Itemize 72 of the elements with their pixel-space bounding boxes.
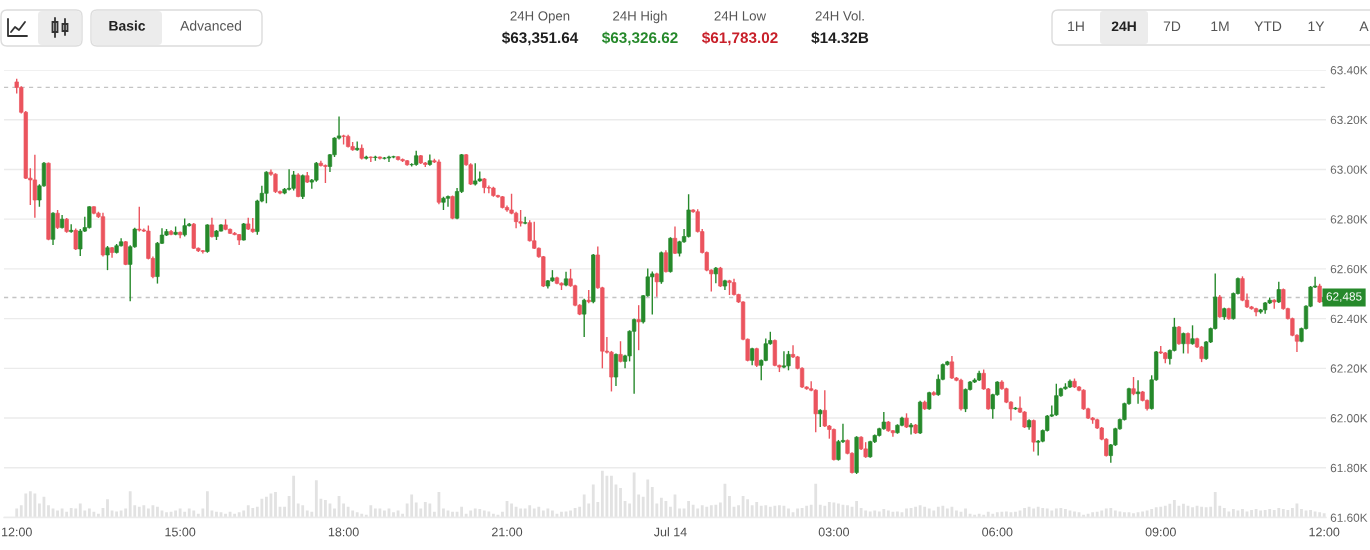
x-tick-label: 21:00 (492, 527, 523, 537)
candlestick (273, 172, 278, 194)
candlestick (1031, 418, 1036, 453)
candlestick (286, 168, 292, 192)
y-tick-label: 63.00K (1330, 165, 1368, 174)
y-tick-label: 61.60K (1330, 513, 1368, 522)
text: $61,783.02 (701, 31, 778, 46)
candlestick (209, 216, 215, 239)
candlestick (523, 215, 528, 225)
candlestick (69, 223, 74, 234)
x-tick-label: 03:00 (818, 527, 850, 537)
y-tick-label: 62.20K (1330, 364, 1368, 373)
ref-line-label: 62,485 (1326, 292, 1362, 303)
x-tick-label: 12:00 (2, 527, 32, 537)
candlestick (613, 352, 619, 387)
text: 24H Low (714, 11, 767, 21)
x-tick-label: 09:00 (1145, 527, 1176, 537)
candlestick (105, 245, 110, 271)
text: $14.32B (811, 31, 869, 45)
text: A (1359, 21, 1369, 32)
candlestick (1217, 294, 1222, 319)
candlestick (445, 194, 451, 208)
x-tick-label: 12:00 (1309, 527, 1340, 537)
candlestick (73, 227, 78, 251)
y-tick-label: 62.00K (1330, 414, 1368, 423)
text: 24H (1111, 21, 1136, 32)
candlestick (32, 154, 37, 219)
x-tick-label: Jul 14 (653, 527, 687, 537)
x-tick-label: 06:00 (982, 527, 1013, 537)
text: 24H Open (510, 11, 570, 24)
candlestick (78, 228, 83, 257)
candlestick (582, 298, 587, 338)
candlestick (1190, 324, 1195, 346)
text: 7D (1163, 21, 1181, 32)
candlestick (781, 350, 787, 370)
candlestick (368, 155, 373, 163)
text: YTD (1254, 21, 1282, 32)
candlestick (1135, 379, 1141, 405)
candlestick (300, 173, 305, 200)
candlestick (473, 162, 478, 187)
text: 24H High (613, 10, 667, 24)
candlestick (1176, 325, 1182, 346)
candlestick (1276, 281, 1281, 304)
candlestick (296, 172, 301, 198)
candlestick (1317, 283, 1322, 304)
y-tick-label: 62.60K (1330, 264, 1368, 274)
text: Basic (109, 20, 146, 31)
candlestick (1131, 376, 1136, 396)
text: 1H (1068, 21, 1084, 32)
candlestick (137, 206, 142, 233)
candlestick (182, 217, 187, 238)
candlestick (291, 170, 296, 192)
candlestick (813, 388, 818, 433)
candlestick (786, 350, 791, 372)
text: $63,326.62 (601, 31, 678, 46)
text: 1M (1211, 21, 1229, 32)
text: 24H Vol. (815, 10, 864, 21)
candlestick (55, 209, 60, 230)
text: Advanced (180, 20, 241, 31)
candlestick (123, 240, 128, 266)
y-tick-label: 63.20K (1330, 115, 1368, 125)
y-tick-label: 61.80K (1330, 463, 1368, 473)
candlestick (672, 225, 678, 255)
text: $63,351.64 (501, 31, 579, 46)
y-tick-label: 63.40K (1330, 66, 1368, 75)
candlestick (636, 304, 641, 351)
y-tick-label: 62.40K (1330, 314, 1368, 324)
candlestick (663, 249, 669, 274)
text: 1Y (1308, 21, 1325, 32)
x-tick-label: 18:00 (328, 527, 359, 537)
x-tick-label: 15:00 (165, 527, 196, 537)
y-tick-label: 62.80K (1330, 215, 1368, 224)
